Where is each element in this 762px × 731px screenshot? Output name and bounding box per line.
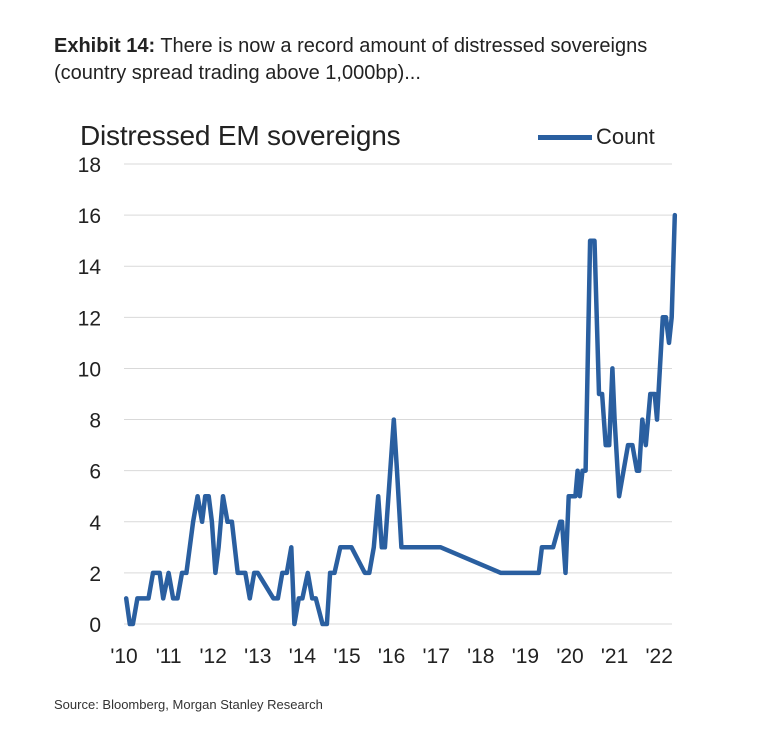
x-tick-label-22: '22 xyxy=(646,645,673,668)
legend-swatch-count xyxy=(538,134,592,140)
x-tick-label-17: '17 xyxy=(423,645,450,668)
x-tick-label-15: '15 xyxy=(333,645,360,668)
x-tick-label-11: '11 xyxy=(156,645,182,668)
exhibit-caption: Exhibit 14: There is now a record amount… xyxy=(54,33,744,87)
y-tick-label-10: 10 xyxy=(78,358,101,381)
legend: Count xyxy=(538,124,655,150)
x-tick-label-14: '14 xyxy=(289,645,317,668)
x-tick-label-18: '18 xyxy=(467,645,494,668)
x-axis-ticks: '10 '11 '12 '13 '14 '15 '16 '17 '18 '19 '20 '21 '22 xyxy=(110,645,673,668)
x-tick-label-13: '13 xyxy=(244,645,271,668)
x-tick-label-12: '12 xyxy=(200,645,227,668)
x-tick-label-10: '10 xyxy=(110,645,137,668)
x-tick-label-19: '19 xyxy=(512,645,539,668)
y-tick-label-0: 0 xyxy=(89,614,101,637)
y-tick-label-2: 2 xyxy=(89,563,101,586)
y-tick-label-12: 12 xyxy=(78,307,101,330)
series-count xyxy=(123,212,678,627)
y-tick-label-6: 6 xyxy=(89,461,101,484)
exhibit-text-1: There is now a record amount of distress… xyxy=(155,35,648,57)
grid-lines xyxy=(124,163,672,625)
y-axis-ticks: 0 2 4 6 8 10 12 14 16 18 xyxy=(78,154,102,637)
x-tick-label-21: '21 xyxy=(601,645,628,668)
chart-title: Distressed EM sovereigns xyxy=(80,120,401,151)
x-tick-label-20: '20 xyxy=(556,645,583,668)
exhibit-label: Exhibit 14: xyxy=(54,35,156,57)
y-tick-label-18: 18 xyxy=(78,154,101,177)
source-note: Source: Bloomberg, Morgan Stanley Resear… xyxy=(54,697,323,712)
y-tick-label-16: 16 xyxy=(78,205,101,228)
legend-label-count: Count xyxy=(596,124,655,149)
exhibit-text-2: (country spread trading above 1,000bp)..… xyxy=(54,62,421,84)
y-tick-label-4: 4 xyxy=(89,512,101,535)
series-line-count xyxy=(123,212,678,627)
y-tick-label-14: 14 xyxy=(78,256,102,279)
exhibit-caption-line1: Exhibit 14: There is now a record amount… xyxy=(54,33,744,60)
y-tick-label-8: 8 xyxy=(89,410,101,433)
x-tick-label-16: '16 xyxy=(378,645,405,668)
